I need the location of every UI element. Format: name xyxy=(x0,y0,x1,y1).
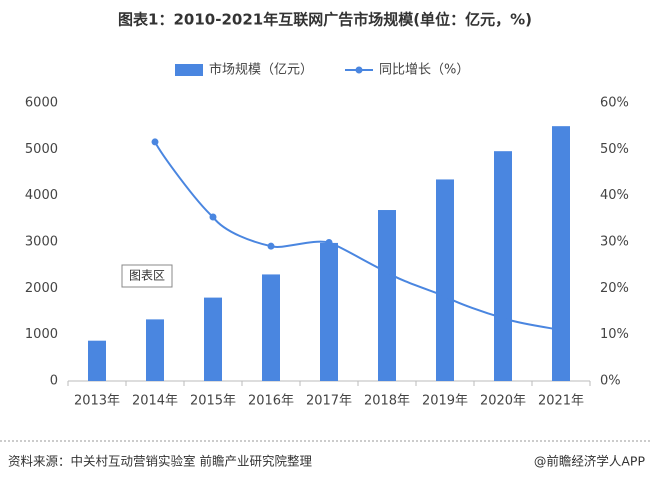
bar xyxy=(436,179,454,381)
source: 资料来源：中关村互动营销实验室 前瞻产业研究院整理 xyxy=(8,454,312,469)
y2-tick-label: 30% xyxy=(600,235,629,250)
x-tick-label: 2015年 xyxy=(190,394,236,409)
bar xyxy=(552,126,570,382)
y-tick-label: 6000 xyxy=(25,96,58,111)
y-tick-label: 2000 xyxy=(25,281,58,296)
y2-tick-label: 60% xyxy=(600,96,629,111)
bar xyxy=(262,274,280,381)
y2-tick-label: 0% xyxy=(600,374,621,389)
x-tick-label: 2021年 xyxy=(538,394,584,409)
bar xyxy=(204,297,222,381)
y2-tick-label: 20% xyxy=(600,281,629,296)
x-tick-label: 2020年 xyxy=(480,394,526,409)
brand: @前瞻经济学人APP xyxy=(534,454,646,469)
legend-label: 市场规模（亿元） xyxy=(209,62,313,78)
y-tick-label: 5000 xyxy=(25,142,58,157)
y-tick-label: 0 xyxy=(50,374,58,389)
line-marker xyxy=(209,213,217,221)
legend-swatch xyxy=(355,66,363,74)
annotation-box xyxy=(121,264,173,288)
bar xyxy=(146,319,164,381)
x-tick-label: 2014年 xyxy=(132,394,178,409)
chart-title: 图表1：2010-2021年互联网广告市场规模(单位：亿元，%) xyxy=(118,11,532,29)
legend-label: 同比增长（%） xyxy=(379,63,469,78)
x-tick-label: 2018年 xyxy=(364,394,410,409)
x-tick-label: 2016年 xyxy=(248,394,294,409)
line-marker xyxy=(499,314,507,322)
bar xyxy=(494,151,512,381)
line-marker xyxy=(557,326,565,334)
y-tick-label: 3000 xyxy=(25,235,58,250)
y-tick-label: 1000 xyxy=(25,327,58,342)
x-tick-label: 2017年 xyxy=(306,394,352,409)
y2-tick-label: 40% xyxy=(600,188,629,203)
x-tick-label: 2013年 xyxy=(74,394,120,409)
line-marker xyxy=(267,242,275,250)
annotation: 图表区 xyxy=(129,269,165,283)
y2-tick-label: 10% xyxy=(600,327,629,342)
legend-swatch xyxy=(175,64,203,76)
y2-tick-label: 50% xyxy=(600,142,629,157)
line-marker xyxy=(151,138,159,146)
bar xyxy=(320,242,338,381)
line-marker xyxy=(325,238,333,246)
line-marker xyxy=(383,268,391,276)
bar xyxy=(88,340,106,381)
line-marker xyxy=(441,292,449,300)
bar xyxy=(378,210,396,381)
y-tick-label: 4000 xyxy=(25,188,58,203)
x-tick-label: 2019年 xyxy=(422,394,468,409)
